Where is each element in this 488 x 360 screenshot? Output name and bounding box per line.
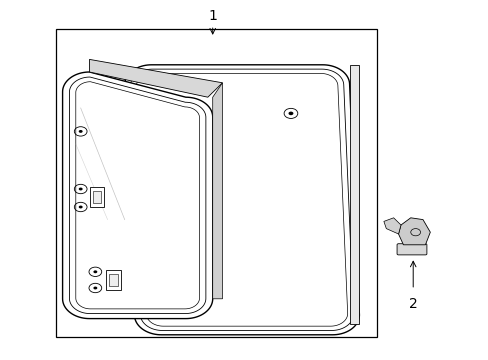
Polygon shape <box>124 65 359 335</box>
FancyBboxPatch shape <box>396 244 426 255</box>
Bar <box>93 191 101 203</box>
Polygon shape <box>212 83 222 299</box>
Circle shape <box>79 206 82 208</box>
Text: 2: 2 <box>408 297 417 311</box>
Polygon shape <box>89 59 222 97</box>
Polygon shape <box>349 65 359 324</box>
Bar <box>106 270 121 290</box>
Circle shape <box>93 287 97 289</box>
Circle shape <box>93 270 97 273</box>
Polygon shape <box>398 218 429 245</box>
Circle shape <box>288 112 293 115</box>
Bar <box>109 274 118 286</box>
Circle shape <box>79 130 82 133</box>
Bar <box>56 29 376 337</box>
Bar <box>90 187 104 207</box>
Polygon shape <box>383 218 400 234</box>
Polygon shape <box>62 72 212 319</box>
Text: 1: 1 <box>208 9 217 23</box>
Circle shape <box>79 188 82 190</box>
